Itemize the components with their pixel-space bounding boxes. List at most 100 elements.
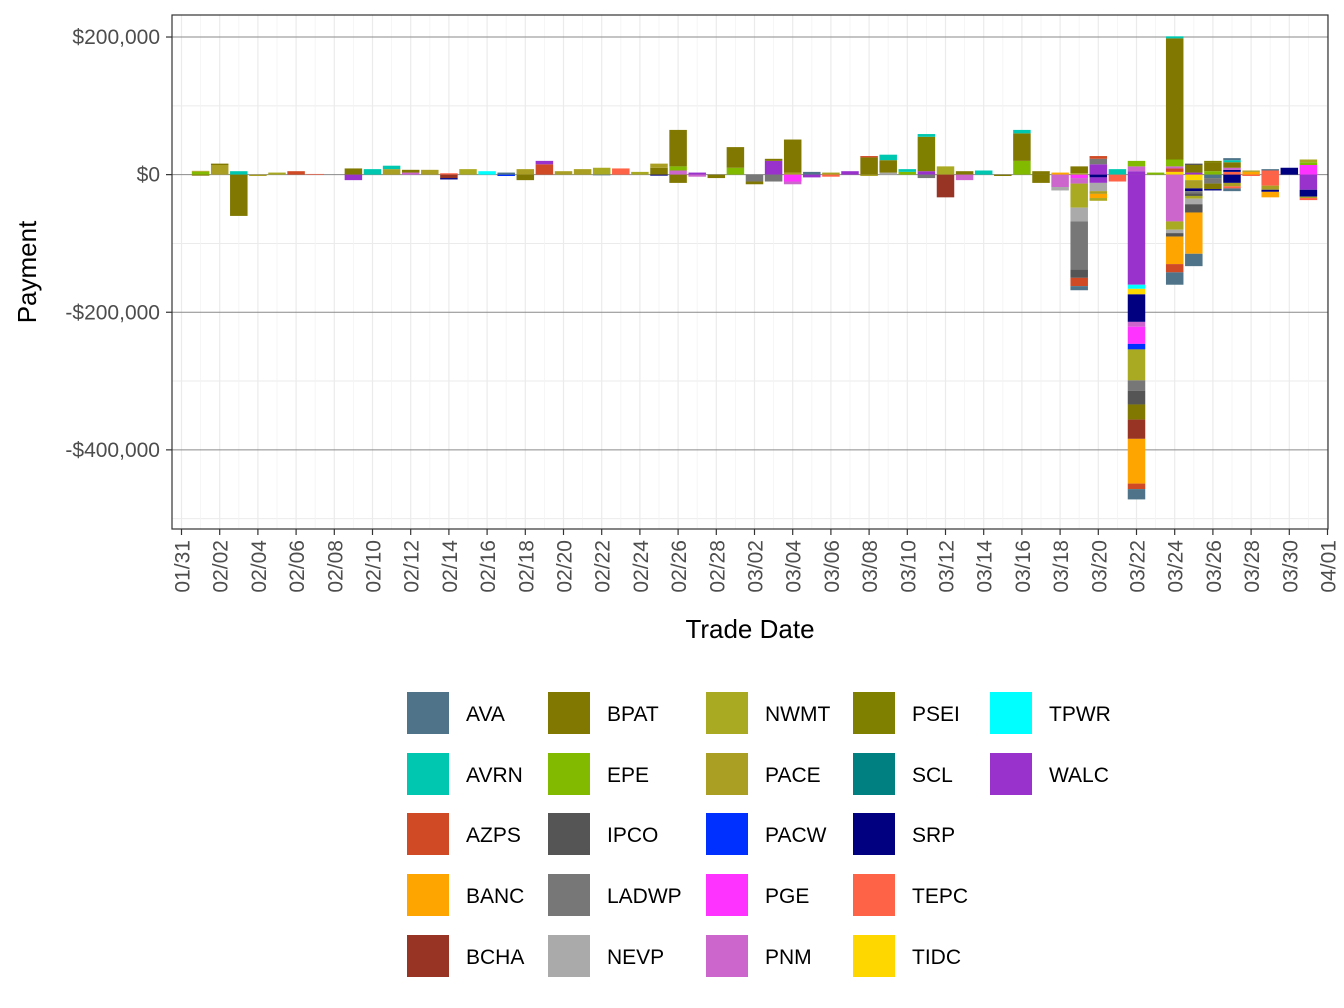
legend-key-scl [853, 753, 895, 795]
bar-segment-bpat [1204, 162, 1222, 172]
bar-segment-nwmt [268, 172, 286, 175]
bar-segment-avrn [1165, 36, 1184, 39]
bar-segment-tepc [1299, 198, 1318, 201]
bar-segment-ipco [1165, 233, 1184, 237]
bar-segment-bcha [440, 174, 458, 179]
bars [191, 36, 1318, 500]
legend-label-bcha: BCHA [466, 946, 524, 969]
x-tick-label: 03/28 [1241, 540, 1264, 593]
bar-segment-nwmt [459, 169, 477, 175]
bar-segment-pnm [1165, 174, 1184, 222]
bar-segment-walc [535, 160, 554, 165]
x-tick-label: 02/24 [630, 540, 653, 593]
bar-segment-nwmt [1127, 349, 1146, 381]
bar-segment-bpat [1032, 171, 1050, 175]
bar-segment-avrn [382, 165, 401, 170]
bar-segment-avrn [898, 169, 917, 172]
x-tick-label: 01/31 [172, 540, 195, 593]
bar-segment-walc [1299, 174, 1318, 190]
bar-segment-pnm [1051, 174, 1069, 188]
bar-segment-pace [554, 171, 573, 175]
bar-segment-tepc [1261, 174, 1279, 186]
legend-key-tidc [853, 935, 895, 977]
bar-segment-srp [1127, 294, 1146, 322]
bar-segment-pnm [669, 170, 687, 175]
bar-segment-pace [249, 174, 267, 177]
bar-segment-bpat [764, 158, 783, 161]
legend-label-bpat: BPAT [607, 703, 659, 726]
bar-segment-walc [1127, 171, 1146, 175]
x-tick-label: 03/06 [821, 540, 844, 593]
plot-border [171, 14, 1329, 530]
legend-key-psei [853, 692, 895, 734]
bar-segment-tepc [440, 173, 458, 175]
x-tick-label: 03/08 [859, 540, 882, 593]
legend-key-srp [853, 813, 895, 855]
bar-segment-bpat [745, 181, 764, 185]
bar-segment-tpwr [478, 171, 496, 175]
bar-segment-pace [822, 172, 840, 175]
bar-segment-nwmt [631, 171, 649, 175]
bar-segment-tepc [822, 174, 840, 177]
bar-segment-bpat [1223, 162, 1241, 168]
bar-segment-nevp [1089, 182, 1108, 192]
bar-segment-nevp [879, 172, 897, 175]
bar-segment-walc [1089, 177, 1108, 183]
bar-segment-avrn [1013, 129, 1031, 134]
legend-key-avrn [407, 753, 449, 795]
bar-segment-tepc [1108, 174, 1127, 182]
legend-key-bpat [548, 692, 590, 734]
bar-segment-nevp [1070, 207, 1088, 222]
bar-segment-ipco [1185, 204, 1203, 213]
bar-segment-tepc [612, 168, 630, 175]
legend-label-srp: SRP [912, 824, 955, 847]
y-tick-label: $200,000 [72, 26, 160, 49]
bar-segment-epe [1299, 162, 1318, 166]
bar-segment-walc [688, 172, 706, 175]
bar-segment-ladwp [1185, 191, 1203, 194]
x-tick-label: 03/22 [1127, 540, 1150, 593]
bar-segment-walc [803, 174, 821, 178]
bar-segment-bpat [879, 160, 897, 173]
bar-segment-tepc [1223, 171, 1241, 175]
legend-key-banc [407, 874, 449, 916]
bar-segment-walc [1089, 164, 1108, 175]
bar-segment-pace [1223, 182, 1241, 187]
bar-segment-ava [1223, 188, 1241, 192]
bar-segment-pge [1299, 165, 1318, 175]
bar-segment-avrn [230, 171, 248, 175]
bar-segment-pace [573, 169, 592, 175]
bar-segment-pnm [1127, 166, 1146, 172]
bar-segment-bpat [650, 167, 668, 175]
bar-segment-bpat [1013, 133, 1031, 161]
bar-segment-srp [1223, 174, 1241, 183]
y-tick-label: -$400,000 [65, 439, 160, 462]
legend-label-pnm: PNM [765, 946, 812, 969]
bar-segment-srp [1299, 189, 1318, 197]
legend-key-ava [407, 692, 449, 734]
bar-segment-nwmt [1070, 173, 1088, 175]
bar-segment-pace [382, 169, 401, 175]
legend: AVA AVRN AZPS BANC BCHA BPAT EPE IPCO LADWP NEVP N… [407, 692, 1111, 977]
bar-segment-pge [1070, 174, 1088, 179]
bar-segment-srp [1223, 169, 1241, 172]
bar-segment-epe [1204, 171, 1222, 175]
bar-segment-ava [1127, 489, 1146, 500]
bar-segment-tidc [1127, 288, 1146, 295]
bar-segment-azps [860, 156, 878, 158]
x-tick-label: 03/14 [974, 540, 997, 593]
legend-label-ipco: IPCO [607, 824, 658, 847]
bar-segment-pace [516, 169, 535, 175]
bar-segment-ladwp [1127, 380, 1146, 391]
legend-label-scl: SCL [912, 764, 953, 787]
bar-segment-pnm [1070, 178, 1088, 184]
x-tick-label: 02/04 [248, 540, 271, 593]
bar-segment-nwmt [1299, 159, 1318, 163]
legend-label-nevp: NEVP [607, 946, 664, 969]
bar-segment-pace [650, 163, 668, 168]
legend-key-epe [548, 753, 590, 795]
bar-segment-avrn [879, 154, 897, 161]
legend-key-pge [706, 874, 748, 916]
bar-segment-nwmt [936, 166, 955, 175]
bar-segment-banc [1089, 193, 1108, 199]
